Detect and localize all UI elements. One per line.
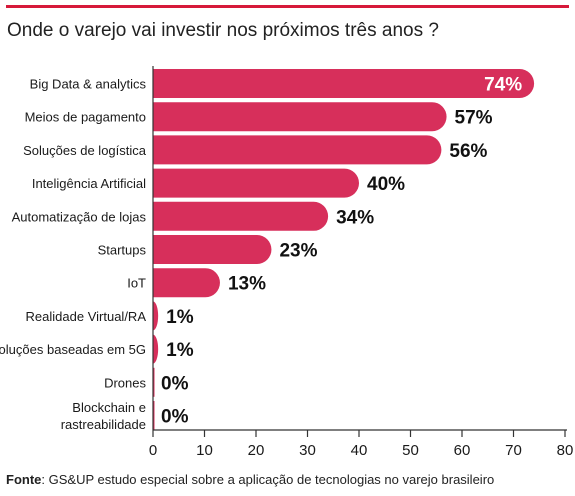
value-label: 40%	[367, 174, 405, 195]
x-tick-label: 50	[402, 442, 419, 459]
value-label: 1%	[166, 340, 194, 361]
value-label: 74%	[484, 75, 522, 96]
category-label: rastreabilidade	[61, 417, 146, 432]
value-label: 23%	[279, 241, 317, 262]
category-label: Big Data & analytics	[30, 77, 147, 92]
category-label: Drones	[104, 375, 146, 390]
chart-title: Onde o varejo vai investir nos próximos …	[7, 20, 439, 41]
value-label: 56%	[449, 141, 487, 162]
bar	[153, 401, 155, 430]
x-tick-label: 0	[149, 442, 157, 459]
category-label: Realidade Virtual/RA	[26, 309, 147, 324]
bar	[153, 135, 442, 165]
bar	[153, 201, 329, 231]
bar-chart: Big Data & analytics 74% Meios de pagament…	[0, 66, 574, 459]
top-rule	[6, 5, 569, 8]
bar	[153, 168, 359, 198]
category-label: Meios de pagamento	[25, 110, 146, 125]
value-label: 57%	[455, 108, 493, 129]
source-text: : GS&UP estudo especial sobre a aplicaçã…	[41, 472, 495, 487]
x-tick-label: 20	[248, 442, 265, 459]
category-label: Startups	[98, 243, 147, 258]
bar	[153, 334, 159, 364]
value-label: 34%	[336, 207, 374, 228]
x-tick-label: 80	[557, 442, 574, 459]
bar	[153, 102, 447, 132]
bar	[153, 268, 220, 298]
x-tick-label: 30	[299, 442, 316, 459]
bar	[153, 301, 159, 331]
x-tick-label: 70	[505, 442, 522, 459]
value-label: 0%	[161, 407, 189, 428]
source-label: Fonte	[6, 472, 42, 487]
category-label: Automatização de lojas	[12, 209, 147, 224]
bar	[153, 234, 272, 264]
bar	[153, 367, 155, 397]
x-tick-label: 40	[351, 442, 368, 459]
category-label: IoT	[127, 276, 146, 291]
value-label: 13%	[228, 274, 266, 295]
category-label: Blockchain e	[72, 400, 146, 415]
value-label: 0%	[161, 373, 189, 394]
value-label: 1%	[166, 307, 194, 328]
category-label: Soluções baseadas em 5G	[0, 342, 146, 357]
bar	[153, 69, 535, 98]
source-note: Fonte: GS&UP estudo especial sobre a apl…	[6, 472, 494, 487]
x-tick-label: 10	[196, 442, 213, 459]
x-tick-label: 60	[454, 442, 471, 459]
category-label: Inteligência Artificial	[32, 176, 146, 191]
category-label: Soluções de logística	[23, 143, 147, 158]
